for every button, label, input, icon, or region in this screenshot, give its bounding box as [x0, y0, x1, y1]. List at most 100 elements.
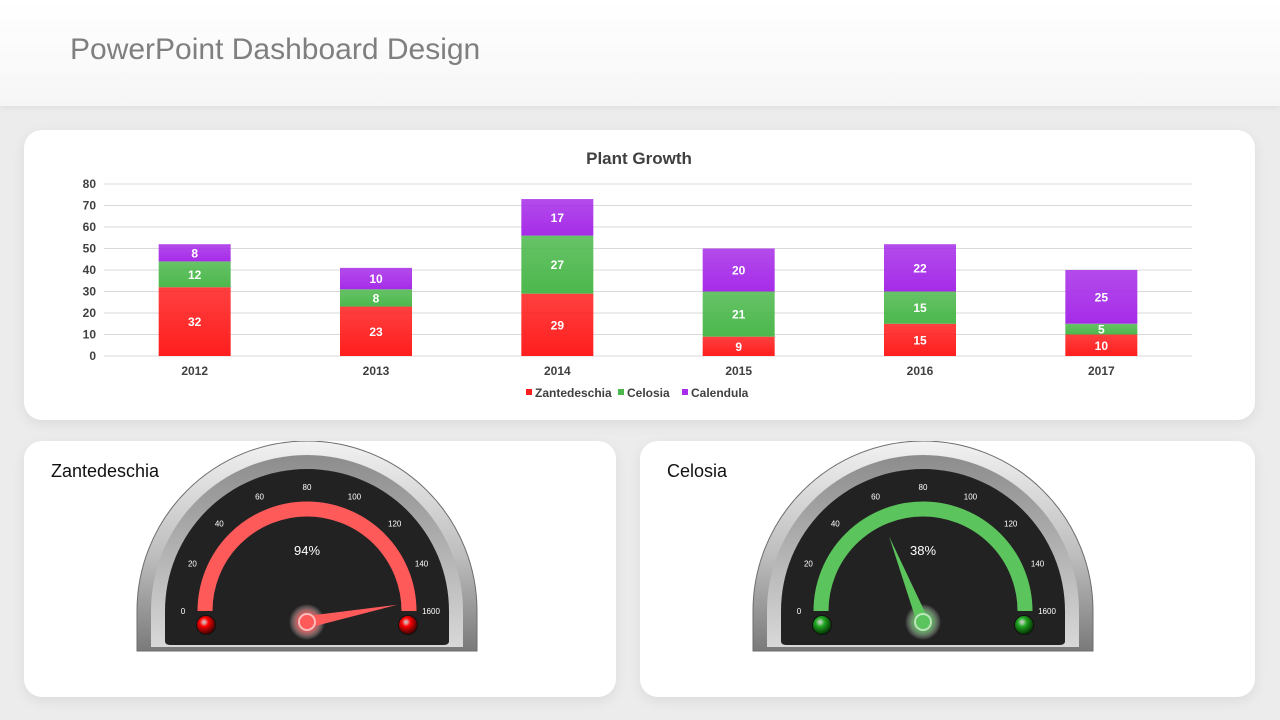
chart-bars: 32 12 8 23 8 10 29 27 17 9 21 20 15 15 22 10 5 25 — [158, 199, 1138, 356]
title-band: PowerPoint Dashboard Design — [0, 0, 1280, 106]
bar-celosia-2016 — [884, 291, 956, 324]
gauge-percent-label: 38% — [910, 543, 936, 558]
bar-zantedeschia-2013 — [340, 306, 412, 356]
bar-celosia-2012 — [158, 261, 231, 288]
gauge-celosia: 0 20 40 60 80 100 120 140 1600 38% — [752, 441, 1094, 652]
y-tick-label: 10 — [83, 328, 97, 342]
x-tick-label: 2017 — [1088, 364, 1115, 378]
legend-swatch-calendula — [682, 389, 688, 395]
bar-calendula-2015 — [702, 248, 775, 292]
gauge-percent-label: 94% — [294, 543, 320, 558]
bar-calendula-2016 — [884, 244, 956, 292]
y-tick-label: 30 — [83, 285, 97, 299]
data-label: 15 — [913, 333, 927, 347]
gauge-right-indicator-light — [398, 615, 418, 635]
y-tick-label: 40 — [83, 263, 97, 277]
gauge-title: Zantedeschia — [51, 461, 160, 481]
bar-zantedeschia-2012 — [158, 287, 231, 356]
y-tick-label: 80 — [83, 177, 97, 191]
legend-label-celosia: Celosia — [627, 386, 670, 400]
bar-celosia-2015 — [702, 291, 775, 337]
data-label: 27 — [551, 258, 565, 272]
y-tick-label: 50 — [83, 242, 97, 256]
chart-title: Plant Growth — [586, 149, 692, 168]
data-label: 32 — [188, 315, 202, 329]
gauge-face — [781, 469, 1065, 645]
x-tick-label: 2015 — [725, 364, 752, 378]
bar-zantedeschia-2017 — [1065, 334, 1138, 356]
x-tick-label: 2012 — [181, 364, 208, 378]
data-label: 9 — [735, 340, 742, 354]
chart-card: Plant Growth 0 10 20 30 40 50 60 70 80 32 12 8 23 8 1… — [24, 130, 1255, 420]
data-label: 15 — [913, 301, 927, 315]
gauge-scale-label: 120 — [388, 519, 402, 528]
data-label: 21 — [732, 308, 746, 322]
gauge-scale-label: 40 — [215, 519, 224, 528]
legend-swatch-zantedeschia — [526, 389, 532, 395]
gauge-hub — [914, 613, 932, 631]
gauge-scale-label: 60 — [255, 492, 264, 501]
gauge-left-indicator-light — [812, 615, 832, 635]
y-tick-label: 60 — [83, 220, 97, 234]
chart-x-axis: 2012 2013 2014 2015 2016 2017 — [181, 364, 1115, 378]
gauge-scale-label: 1600 — [1038, 607, 1056, 616]
y-tick-label: 20 — [83, 306, 97, 320]
bar-calendula-2013 — [340, 267, 412, 290]
data-label: 10 — [1095, 339, 1109, 353]
gauge-needle — [889, 536, 929, 625]
bar-calendula-2012 — [158, 244, 231, 262]
gauge-card-zantedeschia: Zantedeschia 0 20 40 60 80 100 120 140 1600 94% — [24, 441, 616, 697]
data-label: 12 — [188, 268, 202, 282]
x-tick-label: 2014 — [544, 364, 571, 378]
data-label: 29 — [551, 318, 565, 332]
data-label: 20 — [732, 264, 746, 278]
bar-calendula-2017 — [1065, 270, 1138, 324]
gauge-scale-label: 40 — [831, 519, 840, 528]
gauge-left-indicator-light — [196, 615, 216, 635]
data-label: 8 — [373, 291, 380, 305]
x-tick-label: 2016 — [907, 364, 934, 378]
data-label: 17 — [551, 211, 565, 225]
gauge-title: Celosia — [667, 461, 728, 481]
gauge-scale-label: 140 — [1031, 560, 1045, 569]
gauge-scale-label: 60 — [871, 492, 880, 501]
gauge-scale-label: 120 — [1004, 519, 1018, 528]
gauge-arc — [197, 501, 417, 612]
gauge-scale-label: 140 — [415, 560, 429, 569]
bar-celosia-2017 — [1065, 323, 1138, 335]
gauge-scale-label: 100 — [348, 492, 362, 501]
bar-zantedeschia-2016 — [884, 323, 956, 356]
data-label: 10 — [369, 272, 383, 286]
gauge-scale-label: 80 — [303, 483, 312, 492]
data-label: 25 — [1095, 290, 1109, 304]
chart-gridlines — [104, 183, 1192, 357]
gauge-zantedeschia: 0 20 40 60 80 100 120 140 1600 94% — [136, 441, 478, 652]
gauge-scale-label: 0 — [181, 607, 186, 616]
x-tick-label: 2013 — [363, 364, 390, 378]
gauge-card-celosia: Celosia 0 20 40 60 80 100 120 140 1600 38% — [640, 441, 1255, 697]
y-tick-label: 70 — [83, 199, 97, 213]
gauge-needle — [305, 604, 398, 628]
legend-label-zantedeschia: Zantedeschia — [535, 386, 612, 400]
page-title: PowerPoint Dashboard Design — [70, 33, 481, 66]
chart-y-axis: 0 10 20 30 40 50 60 70 80 — [83, 177, 97, 363]
bar-calendula-2014 — [521, 199, 594, 236]
legend-swatch-celosia — [618, 389, 624, 395]
bar-celosia-2013 — [340, 289, 412, 307]
gauge-scale-label: 1600 — [422, 607, 440, 616]
legend-label-calendula: Calendula — [691, 386, 749, 400]
gauge-face — [165, 469, 449, 645]
bar-celosia-2014 — [521, 235, 594, 294]
data-label: 22 — [913, 261, 927, 275]
bar-zantedeschia-2014 — [521, 293, 594, 356]
gauge-hub — [298, 613, 316, 631]
gauge-scale-label: 20 — [804, 560, 813, 569]
gauge-scale-label: 0 — [797, 607, 802, 616]
data-label: 5 — [1098, 323, 1105, 337]
plant-growth-chart: Plant Growth 0 10 20 30 40 50 60 70 80 32 12 8 23 8 1… — [83, 149, 1192, 400]
gauge-arc — [813, 501, 1033, 612]
y-tick-label: 0 — [89, 349, 96, 363]
chart-legend: Zantedeschia Celosia Calendula — [526, 386, 749, 400]
gauge-scale-label: 80 — [919, 483, 928, 492]
bar-zantedeschia-2015 — [702, 336, 775, 356]
